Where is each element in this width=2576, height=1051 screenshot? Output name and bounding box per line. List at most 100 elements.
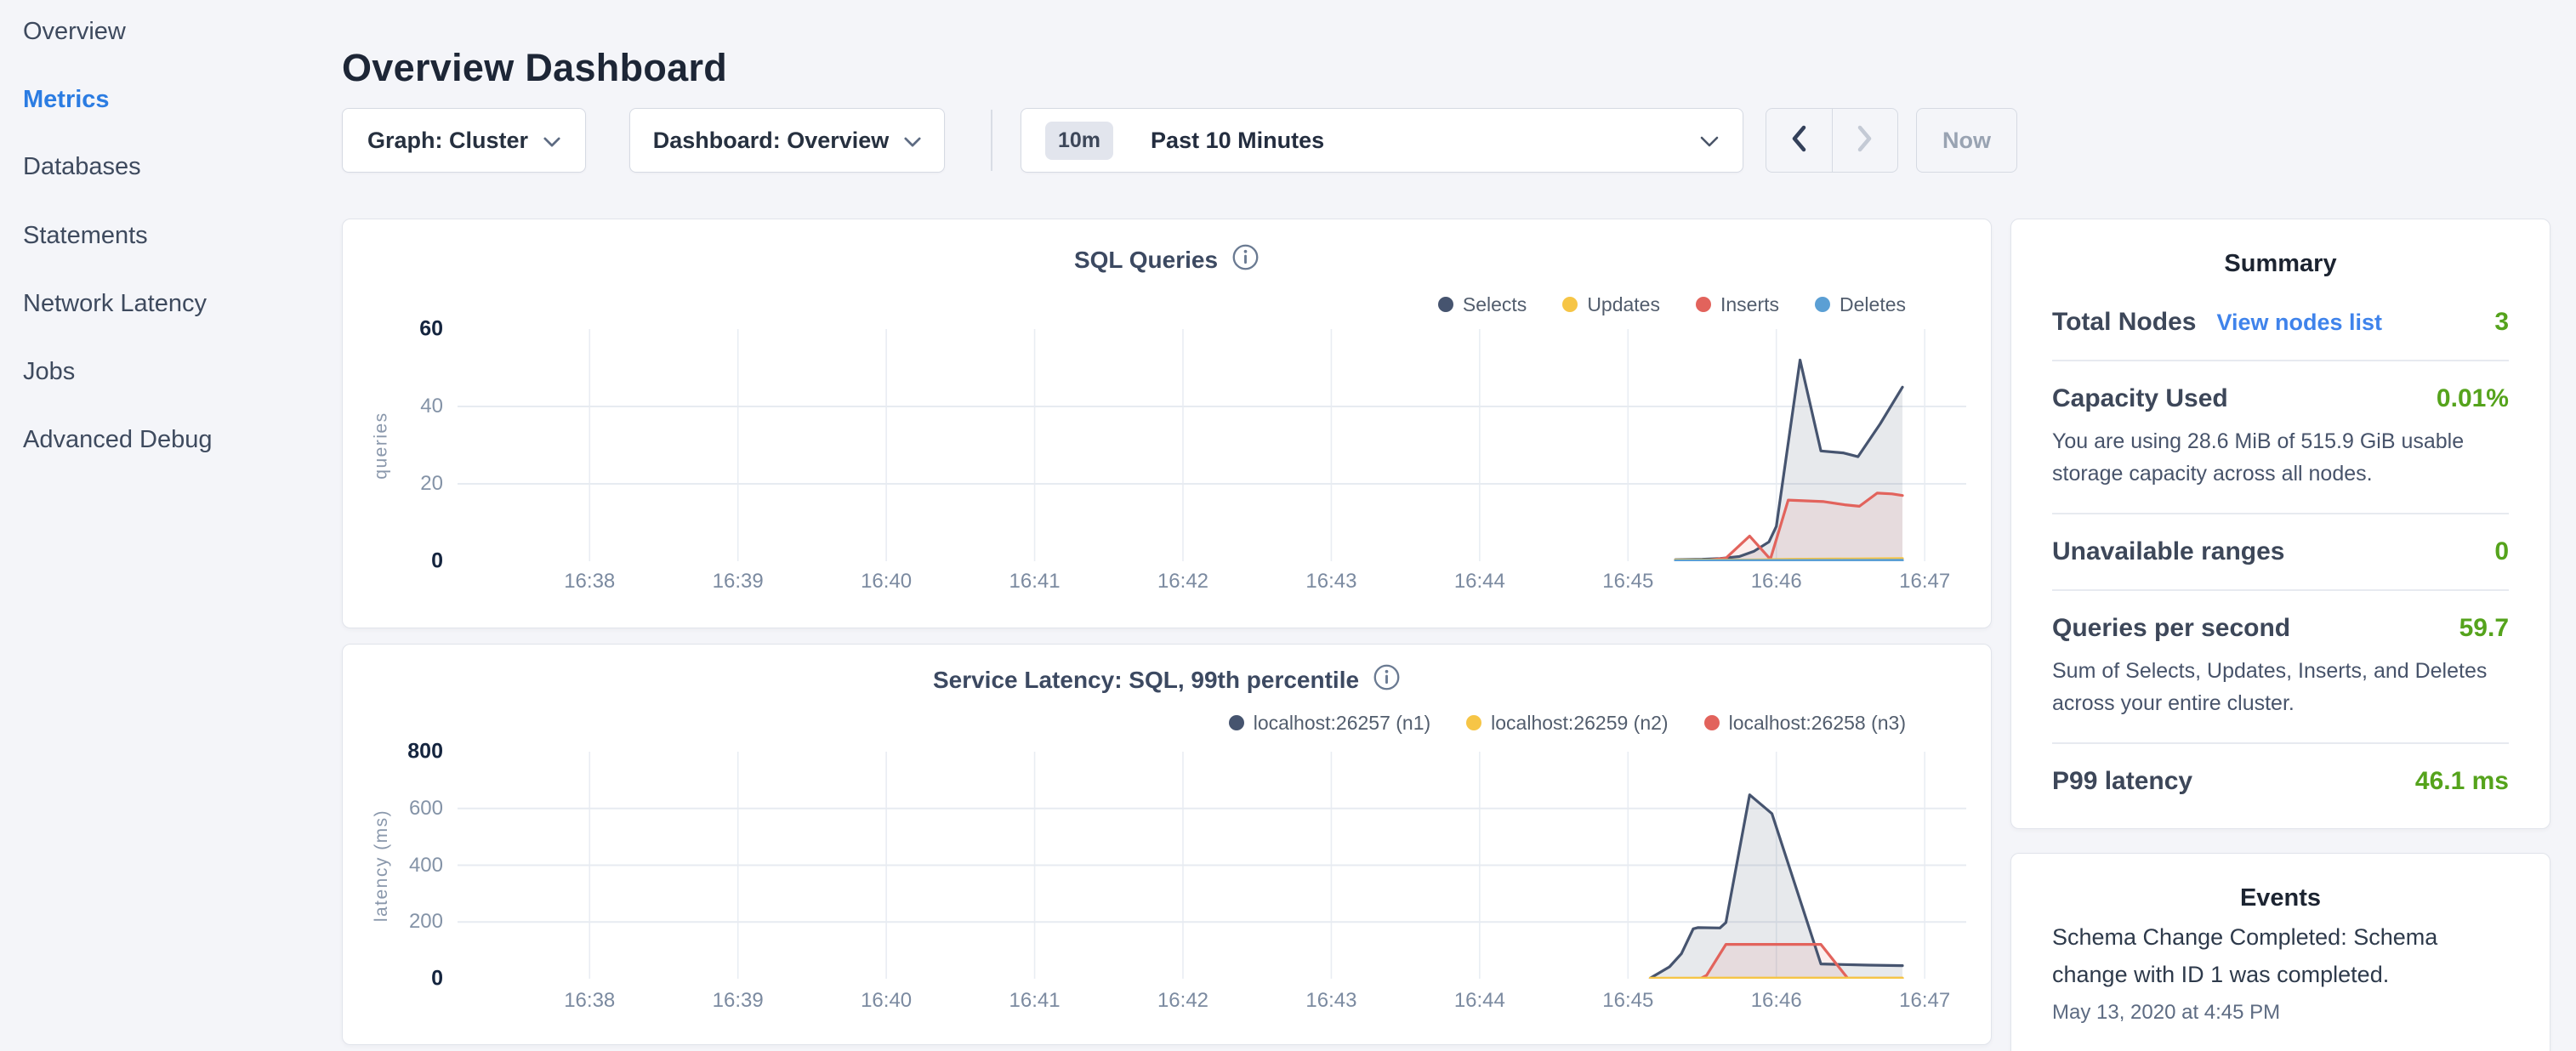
stat-label: Queries per second [2052,614,2290,643]
stat-label: Capacity Used [2052,384,2228,413]
chart-legend: Selects Updates Inserts Deletes [1438,291,1906,318]
summary-stat-row: Queries per second59.7Sum of Selects, Up… [2052,589,2509,742]
stat-description: You are using 28.6 MiB of 515.9 GiB usab… [2052,426,2509,490]
legend-dot-icon [1815,297,1830,312]
stat-value: 0 [2494,537,2509,566]
time-range-badge: 10m [1045,122,1113,160]
event-timestamp: May 13, 2020 at 4:45 PM [2052,1001,2509,1025]
chart-plot-area[interactable] [458,752,1966,979]
x-axis-tick-label: 16:40 [861,989,912,1013]
info-icon[interactable] [1373,663,1401,697]
x-axis-tick-label: 16:42 [1157,989,1208,1013]
legend-item: Updates [1562,293,1660,316]
x-axis-tick-label: 16:46 [1751,570,1802,594]
summary-title: Summary [2052,250,2509,278]
view-nodes-list-link[interactable]: View nodes list [2216,310,2382,336]
legend-item: Inserts [1696,293,1779,316]
info-icon[interactable] [1231,243,1260,277]
x-axis-tick-label: 16:38 [564,570,615,594]
sidebar-item-overview[interactable]: Overview [23,14,126,48]
x-axis-tick-label: 16:44 [1454,570,1505,594]
legend-item: localhost:26258 (n3) [1704,712,1906,735]
legend-item: localhost:26259 (n2) [1466,712,1668,735]
legend-dot-icon [1438,297,1453,312]
dashboard-dropdown-label: Dashboard: Overview [653,128,890,154]
sidebar-item-network-latency[interactable]: Network Latency [23,287,207,321]
y-axis-tick-label: 200 [409,910,443,934]
sidebar-item-databases[interactable]: Databases [23,150,141,184]
stat-label: Total Nodes [2052,308,2196,337]
chart-plot-area[interactable] [458,329,1966,561]
events-title: Events [2052,884,2509,912]
chart-title: SQL Queries [1074,247,1218,274]
y-axis-tick-label: 600 [409,797,443,821]
sidebar-item-metrics[interactable]: Metrics [23,82,110,116]
legend-dot-icon [1696,297,1711,312]
metrics-dashboard-page: Overview Metrics Databases Statements Networ… [0,0,2576,1051]
legend-label: Inserts [1720,293,1779,316]
chevron-right-icon [1857,125,1874,156]
legend-dot-icon [1562,297,1578,312]
legend-item: Deletes [1815,293,1906,316]
chevron-down-icon [904,128,921,154]
stat-value: 0.01% [2437,384,2509,413]
time-step-button-group [1766,108,1898,173]
x-axis-tick-label: 16:39 [713,989,764,1013]
legend-item: localhost:26257 (n1) [1229,712,1430,735]
legend-label: Selects [1463,293,1527,316]
y-axis-tick-label: 0 [431,967,443,991]
sidebar-item-statements[interactable]: Statements [23,219,148,253]
stat-value: 59.7 [2459,614,2509,643]
chart-title-row: SQL Queries [343,243,1991,277]
stat-value: 3 [2494,308,2509,337]
x-axis-tick-label: 16:47 [1899,989,1950,1013]
y-axis-tick-label: 20 [420,472,443,496]
stat-label: Unavailable ranges [2052,537,2284,566]
chart-title: Service Latency: SQL, 99th percentile [933,667,1359,694]
graph-scope-dropdown-label: Graph: Cluster [367,128,528,154]
summary-rows: Total Nodes View nodes list 3 Capacity Used… [2052,285,2509,819]
time-step-back-button[interactable] [1766,109,1832,172]
event-item[interactable]: Schema Change Completed: Schema change w… [2052,919,2509,1025]
page-title: Overview Dashboard [342,46,727,90]
time-range-dropdown[interactable]: 10m Past 10 Minutes [1021,108,1743,173]
legend-label: localhost:26259 (n2) [1491,712,1668,735]
chart-legend: localhost:26257 (n1) localhost:26259 (n2)… [1229,709,1906,736]
x-axis-tick-label: 16:43 [1305,989,1356,1013]
y-axis-tick-label: 0 [431,549,443,574]
now-button[interactable]: Now [1916,108,2017,173]
stat-value: 46.1 ms [2415,767,2509,796]
chevron-down-icon [1700,128,1719,154]
summary-panel: Summary Total Nodes View nodes list 3 Capac… [2010,219,2550,829]
y-axis-tick-label: 40 [420,395,443,418]
chart-card-sql-queries: SQL Queries Selects Updates Inserts Deletes… [342,219,1992,628]
x-axis-tick-label: 16:42 [1157,570,1208,594]
legend-dot-icon [1229,715,1244,730]
sidebar-item-jobs[interactable]: Jobs [23,355,75,389]
y-axis-tick-label: 60 [419,317,443,342]
sidebar-item-advanced-debug[interactable]: Advanced Debug [23,423,213,457]
graph-scope-dropdown[interactable]: Graph: Cluster [342,108,586,173]
stat-label: P99 latency [2052,767,2192,796]
x-axis-tick-label: 16:45 [1602,989,1653,1013]
x-axis-tick-label: 16:40 [861,570,912,594]
dashboard-dropdown[interactable]: Dashboard: Overview [629,108,945,173]
event-list: Schema Change Completed: Schema change w… [2052,919,2509,1025]
legend-item: Selects [1438,293,1527,316]
y-axis-tick-label: 800 [407,740,443,764]
x-axis-tick-label: 16:45 [1602,570,1653,594]
legend-dot-icon [1466,715,1481,730]
summary-stat-row: P99 latency 46.1 ms [2052,742,2509,819]
events-panel: Events Schema Change Completed: Schema c… [2010,853,2550,1051]
x-axis-tick-label: 16:44 [1454,989,1505,1013]
legend-dot-icon [1704,715,1720,730]
legend-label: Deletes [1840,293,1906,316]
summary-stat-row: Unavailable ranges 0 [2052,513,2509,589]
time-step-forward-button[interactable] [1832,109,1898,172]
chart-card-service-latency: Service Latency: SQL, 99th percentile lo… [342,644,1992,1045]
x-axis-tick-label: 16:41 [1009,989,1061,1013]
chevron-down-icon [543,128,560,154]
summary-stat-row: Capacity Used 0.01% You are using 28.6 MiB… [2052,360,2509,513]
x-axis-labels: 16:3816:3916:4016:4116:4216:4316:4416:45… [458,570,1966,597]
y-axis-unit-label: latency (ms) [365,752,399,979]
